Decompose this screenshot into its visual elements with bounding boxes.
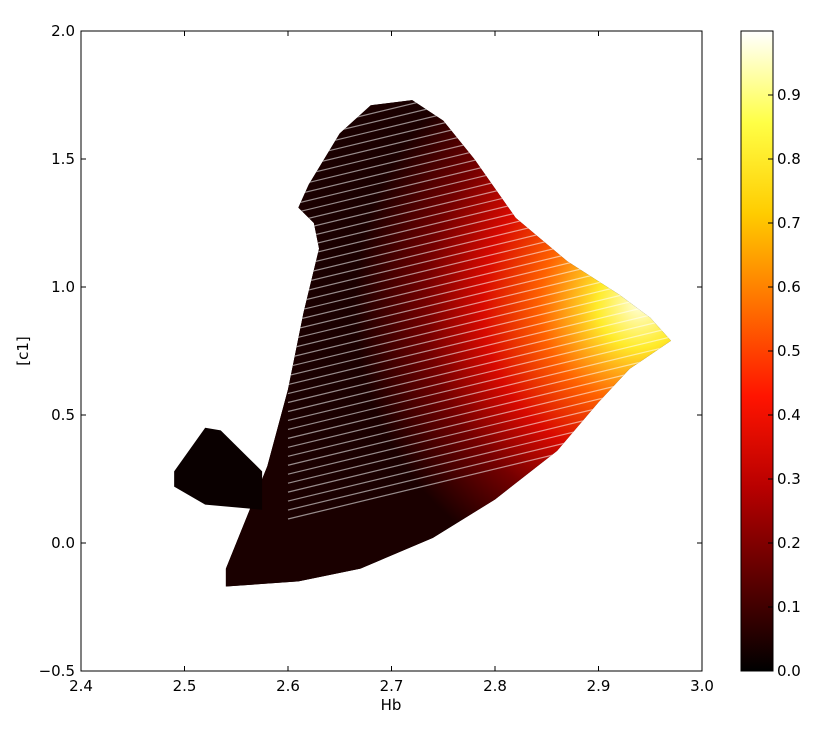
colorbar-tick-label: 0.9 xyxy=(777,86,801,104)
x-tick-label: 2.6 xyxy=(276,677,300,695)
colorbar-tick-label: 0.7 xyxy=(777,214,801,232)
colorbar-fill xyxy=(741,31,773,671)
x-tick-label: 2.5 xyxy=(173,677,197,695)
x-axis-label: Hb xyxy=(381,696,402,714)
stripe xyxy=(287,100,671,171)
stripe xyxy=(287,310,671,413)
colorbar-tick-label: 0.6 xyxy=(777,278,801,296)
stripe xyxy=(287,319,671,422)
stripe xyxy=(287,100,671,144)
colorbar-tick-label: 0.2 xyxy=(777,534,801,552)
colorbar-tick-label: 0.0 xyxy=(777,662,801,680)
y-axis: −0.5 0.0 0.5 1.0 1.5 2.0 xyxy=(39,22,702,680)
colorbar-tick-label: 0.4 xyxy=(777,406,801,424)
x-tick-label: 3.0 xyxy=(690,677,714,695)
x-tick-label: 2.7 xyxy=(380,677,404,695)
branch-region xyxy=(174,427,263,510)
stripe xyxy=(287,328,671,430)
colorbar: 0.0 0.1 0.2 0.3 0.4 0.5 0.6 0.7 0.8 0.9 xyxy=(740,30,801,680)
stripe xyxy=(287,100,671,153)
stripe xyxy=(287,337,671,439)
y-tick-label: 1.5 xyxy=(51,150,75,168)
y-tick-label: 2.0 xyxy=(51,22,75,40)
y-tick-label: 0.0 xyxy=(51,534,75,552)
colorbar-tick-label: 0.1 xyxy=(777,598,801,616)
y-axis-label: [c1] xyxy=(14,336,32,366)
stripe xyxy=(287,301,671,404)
x-axis: 2.4 2.5 2.6 2.7 2.8 2.9 3.0 xyxy=(69,31,714,695)
x-tick-label: 2.9 xyxy=(587,677,611,695)
x-tick-label: 2.8 xyxy=(483,677,507,695)
colorbar-tick-label: 0.8 xyxy=(777,150,801,168)
stripe xyxy=(287,100,671,135)
y-tick-label: 1.0 xyxy=(51,278,75,296)
y-tick-label: −0.5 xyxy=(39,662,75,680)
y-tick-label: 0.5 xyxy=(51,406,75,424)
x-tick-label: 2.4 xyxy=(69,677,93,695)
plot-area xyxy=(174,100,671,587)
colorbar-ticks: 0.0 0.1 0.2 0.3 0.4 0.5 0.6 0.7 0.8 0.9 xyxy=(768,86,801,680)
colorbar-tick-label: 0.3 xyxy=(777,470,801,488)
stripe xyxy=(287,100,671,126)
stripe xyxy=(287,100,671,162)
colorbar-tick-label: 0.5 xyxy=(777,342,801,360)
main-region-heat xyxy=(225,100,671,587)
